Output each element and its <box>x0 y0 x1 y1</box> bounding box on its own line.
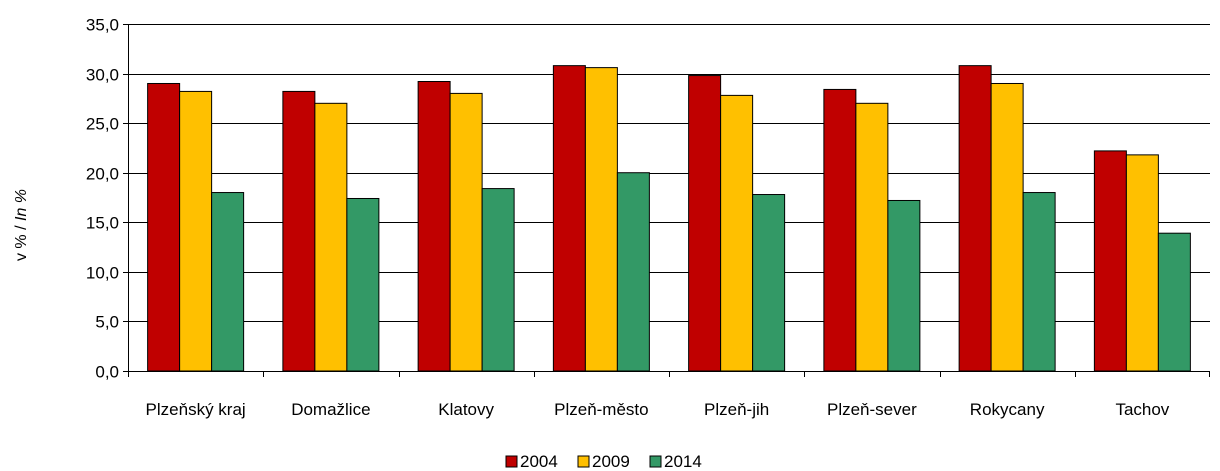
legend-swatch <box>650 456 661 467</box>
bar-2009 <box>856 103 888 371</box>
bar-2014 <box>1158 233 1190 371</box>
bar-2004 <box>1094 151 1126 371</box>
bar-2009 <box>315 103 347 371</box>
y-tick-label: 20,0 <box>86 165 119 184</box>
y-tick-labels: 0,0 5,0 10,0 15,0 20,0 25,0 30,0 35,0 <box>86 16 119 382</box>
bar-2014 <box>753 195 785 371</box>
x-category-label: Domažlice <box>291 400 370 419</box>
y-tick-label: 35,0 <box>86 16 119 35</box>
bar-2014 <box>1023 193 1055 371</box>
category-labels: Plzeňský kraj Domažlice Klatovy Plzeň-město… <box>146 400 1170 419</box>
bars <box>148 66 1191 371</box>
legend-label: 2014 <box>664 452 702 471</box>
legend: 2004 2009 2014 <box>506 452 702 471</box>
bar-2014 <box>617 173 649 371</box>
x-category-label: Plzeň-město <box>554 400 648 419</box>
x-category-label: Plzeňský kraj <box>146 400 246 419</box>
legend-swatch <box>578 456 589 467</box>
bar-2004 <box>283 91 315 371</box>
x-category-label: Klatovy <box>438 400 494 419</box>
bar-2009 <box>585 68 617 371</box>
y-axis-title: v % / In % <box>13 189 30 261</box>
bar-2014 <box>347 198 379 371</box>
legend-label: 2009 <box>592 452 630 471</box>
bar-2014 <box>888 200 920 371</box>
bar-2014 <box>482 189 514 371</box>
x-category-label: Plzeň-jih <box>704 400 769 419</box>
y-tick-label: 15,0 <box>86 214 119 233</box>
bar-2009 <box>991 83 1023 371</box>
x-category-label: Rokycany <box>970 400 1045 419</box>
bar-2004 <box>689 76 721 371</box>
legend-swatch <box>506 456 517 467</box>
y-tick-label: 5,0 <box>95 313 119 332</box>
y-tick-label: 25,0 <box>86 115 119 134</box>
legend-label: 2004 <box>520 452 558 471</box>
bar-2014 <box>212 193 244 371</box>
x-category-label: Plzeň-sever <box>827 400 917 419</box>
y-tick-label: 10,0 <box>86 264 119 283</box>
bar-2009 <box>180 91 212 371</box>
bar-2004 <box>959 66 991 371</box>
bar-2004 <box>418 82 450 371</box>
bar-2009 <box>721 95 753 371</box>
bar-2004 <box>824 89 856 371</box>
bar-2009 <box>1126 155 1158 371</box>
y-tick-label: 30,0 <box>86 66 119 85</box>
x-category-label: Tachov <box>1115 400 1169 419</box>
bar-2004 <box>148 83 180 371</box>
bar-2004 <box>553 66 585 371</box>
bar-2009 <box>450 93 482 371</box>
y-tick-label: 0,0 <box>95 363 119 382</box>
